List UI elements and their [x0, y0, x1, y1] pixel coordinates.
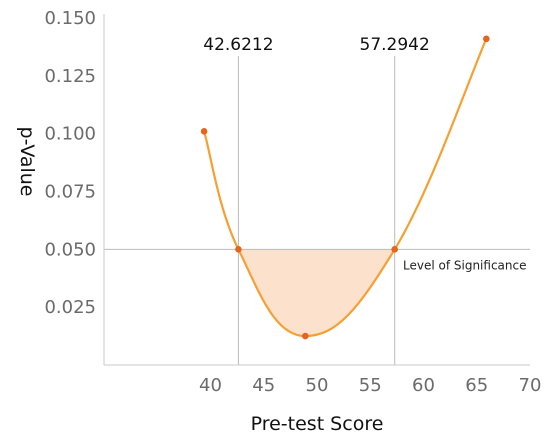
y-tick-label: 0.075: [44, 182, 96, 203]
x-tick-label: 70: [519, 375, 542, 396]
data-point-2: [301, 332, 309, 340]
y-tick-label: 0.100: [44, 124, 96, 145]
p-value-curve: [203, 38, 488, 338]
data-point-4: [483, 35, 490, 43]
y-tick-labels: 0.150 0.125 0.100 0.075 0.050 0.025: [44, 8, 96, 318]
x-tick-label: 60: [412, 375, 435, 396]
y-tick-label: 0.125: [44, 66, 96, 87]
x-tick-labels: 40 45 50 55 60 65 70: [199, 375, 541, 396]
x-tick-label: 45: [252, 375, 275, 396]
x-tick-label: 65: [465, 375, 488, 396]
x-tick-label: 50: [306, 375, 329, 396]
x-tick-label: 40: [199, 375, 222, 396]
y-tick-label: 0.050: [44, 239, 96, 260]
lower-bound-label: 42.6212: [203, 35, 273, 55]
y-tick-label: 0.025: [44, 297, 96, 318]
data-point-3: [391, 246, 398, 253]
y-axis-title: p-Value: [16, 127, 38, 197]
y-tick-label: 0.150: [44, 8, 96, 29]
upper-bound-label: 57.2942: [360, 35, 430, 55]
data-point-1: [235, 246, 242, 253]
significance-label: Level of Significance: [403, 258, 526, 272]
data-point-0: [200, 128, 208, 135]
x-axis-title: Pre-test Score: [251, 413, 384, 435]
x-tick-label: 55: [359, 375, 382, 396]
data-points: [200, 35, 490, 340]
significance-shaded-area: [238, 249, 395, 337]
